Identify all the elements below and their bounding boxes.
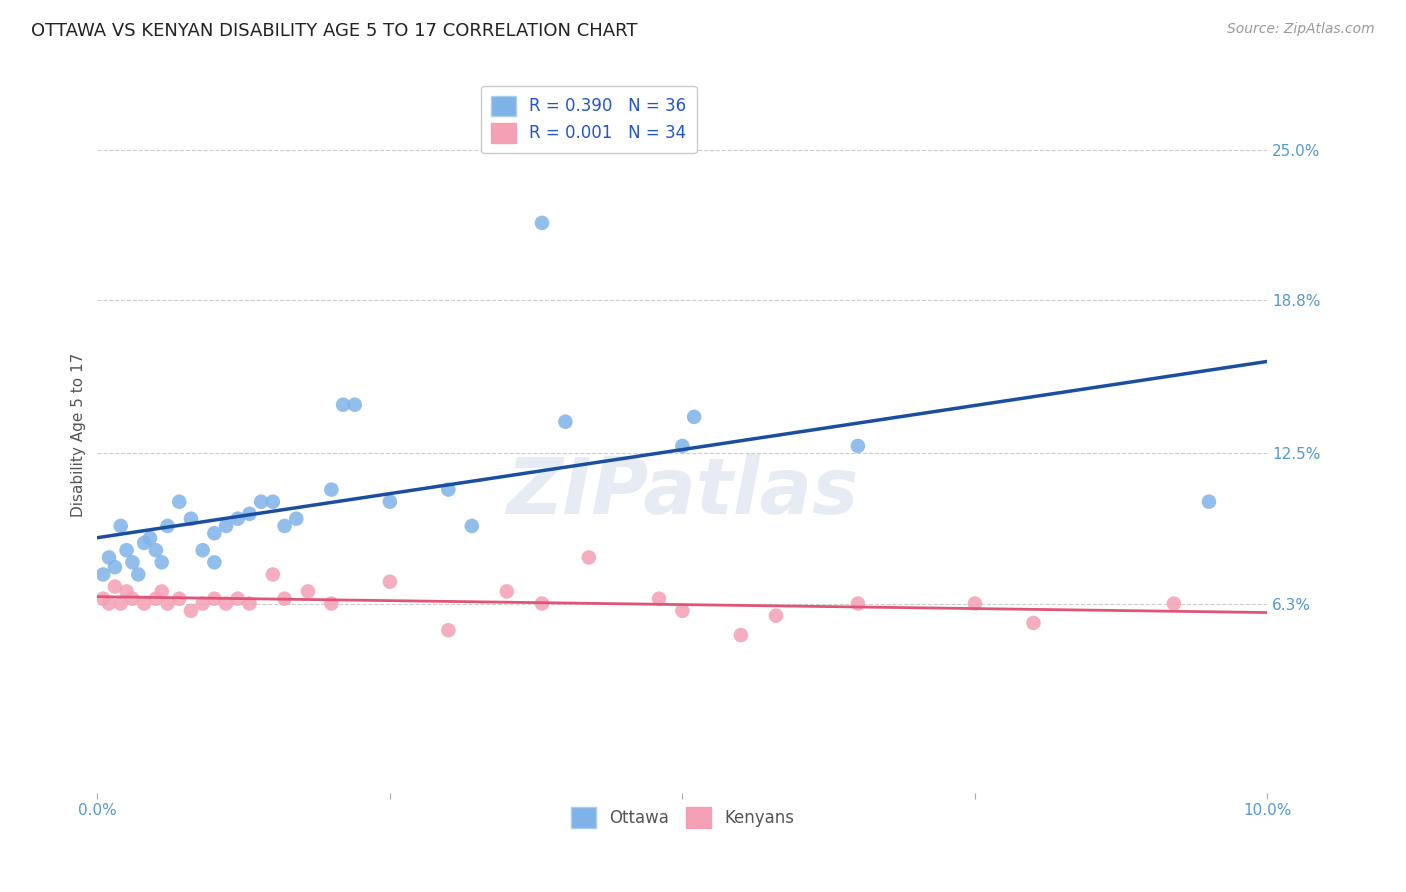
- Point: [104, 580, 127, 594]
- Point: [846, 439, 869, 453]
- Point: [145, 543, 167, 558]
- Point: [121, 555, 143, 569]
- Point: [765, 608, 787, 623]
- Point: [150, 555, 173, 569]
- Point: [671, 439, 693, 453]
- Point: [134, 536, 156, 550]
- Point: [963, 597, 986, 611]
- Point: [226, 511, 249, 525]
- Text: OTTAWA VS KENYAN DISABILITY AGE 5 TO 17 CORRELATION CHART: OTTAWA VS KENYAN DISABILITY AGE 5 TO 17 …: [31, 22, 637, 40]
- Point: [730, 628, 752, 642]
- Point: [343, 398, 366, 412]
- Point: [191, 597, 214, 611]
- Point: [321, 597, 343, 611]
- Point: [378, 494, 401, 508]
- Point: [437, 624, 460, 638]
- Point: [98, 550, 121, 565]
- Point: [530, 216, 553, 230]
- Point: [191, 543, 214, 558]
- Point: [437, 483, 460, 497]
- Point: [115, 584, 138, 599]
- Point: [578, 550, 600, 565]
- Text: ZIPatlas: ZIPatlas: [506, 454, 859, 530]
- Point: [215, 519, 238, 533]
- Point: [1022, 615, 1045, 630]
- Point: [262, 567, 284, 582]
- Text: Source: ZipAtlas.com: Source: ZipAtlas.com: [1227, 22, 1375, 37]
- Point: [1163, 597, 1185, 611]
- Point: [91, 567, 114, 582]
- Point: [238, 507, 260, 521]
- Point: [98, 597, 121, 611]
- Point: [104, 560, 127, 574]
- Point: [202, 591, 225, 606]
- Point: [273, 591, 295, 606]
- Point: [226, 591, 249, 606]
- Point: [110, 519, 132, 533]
- Point: [180, 511, 202, 525]
- Point: [250, 494, 273, 508]
- Point: [378, 574, 401, 589]
- Point: [846, 597, 869, 611]
- Point: [139, 531, 162, 545]
- Point: [238, 597, 260, 611]
- Point: [671, 604, 693, 618]
- Point: [115, 543, 138, 558]
- Point: [167, 494, 190, 508]
- Point: [273, 519, 295, 533]
- Point: [91, 591, 114, 606]
- Y-axis label: Disability Age 5 to 17: Disability Age 5 to 17: [72, 353, 86, 517]
- Point: [648, 591, 671, 606]
- Point: [150, 584, 173, 599]
- Point: [262, 494, 284, 508]
- Point: [683, 409, 706, 424]
- Point: [321, 483, 343, 497]
- Point: [202, 555, 225, 569]
- Point: [127, 567, 149, 582]
- Point: [285, 511, 308, 525]
- Point: [167, 591, 190, 606]
- Point: [1198, 494, 1220, 508]
- Point: [110, 597, 132, 611]
- Point: [332, 398, 354, 412]
- Point: [121, 591, 143, 606]
- Point: [180, 604, 202, 618]
- Point: [461, 519, 484, 533]
- Point: [156, 597, 179, 611]
- Point: [134, 597, 156, 611]
- Point: [554, 415, 576, 429]
- Point: [297, 584, 319, 599]
- Point: [202, 526, 225, 541]
- Point: [530, 597, 553, 611]
- Point: [145, 591, 167, 606]
- Point: [496, 584, 519, 599]
- Legend: Ottawa, Kenyans: Ottawa, Kenyans: [564, 801, 800, 834]
- Point: [215, 597, 238, 611]
- Point: [156, 519, 179, 533]
